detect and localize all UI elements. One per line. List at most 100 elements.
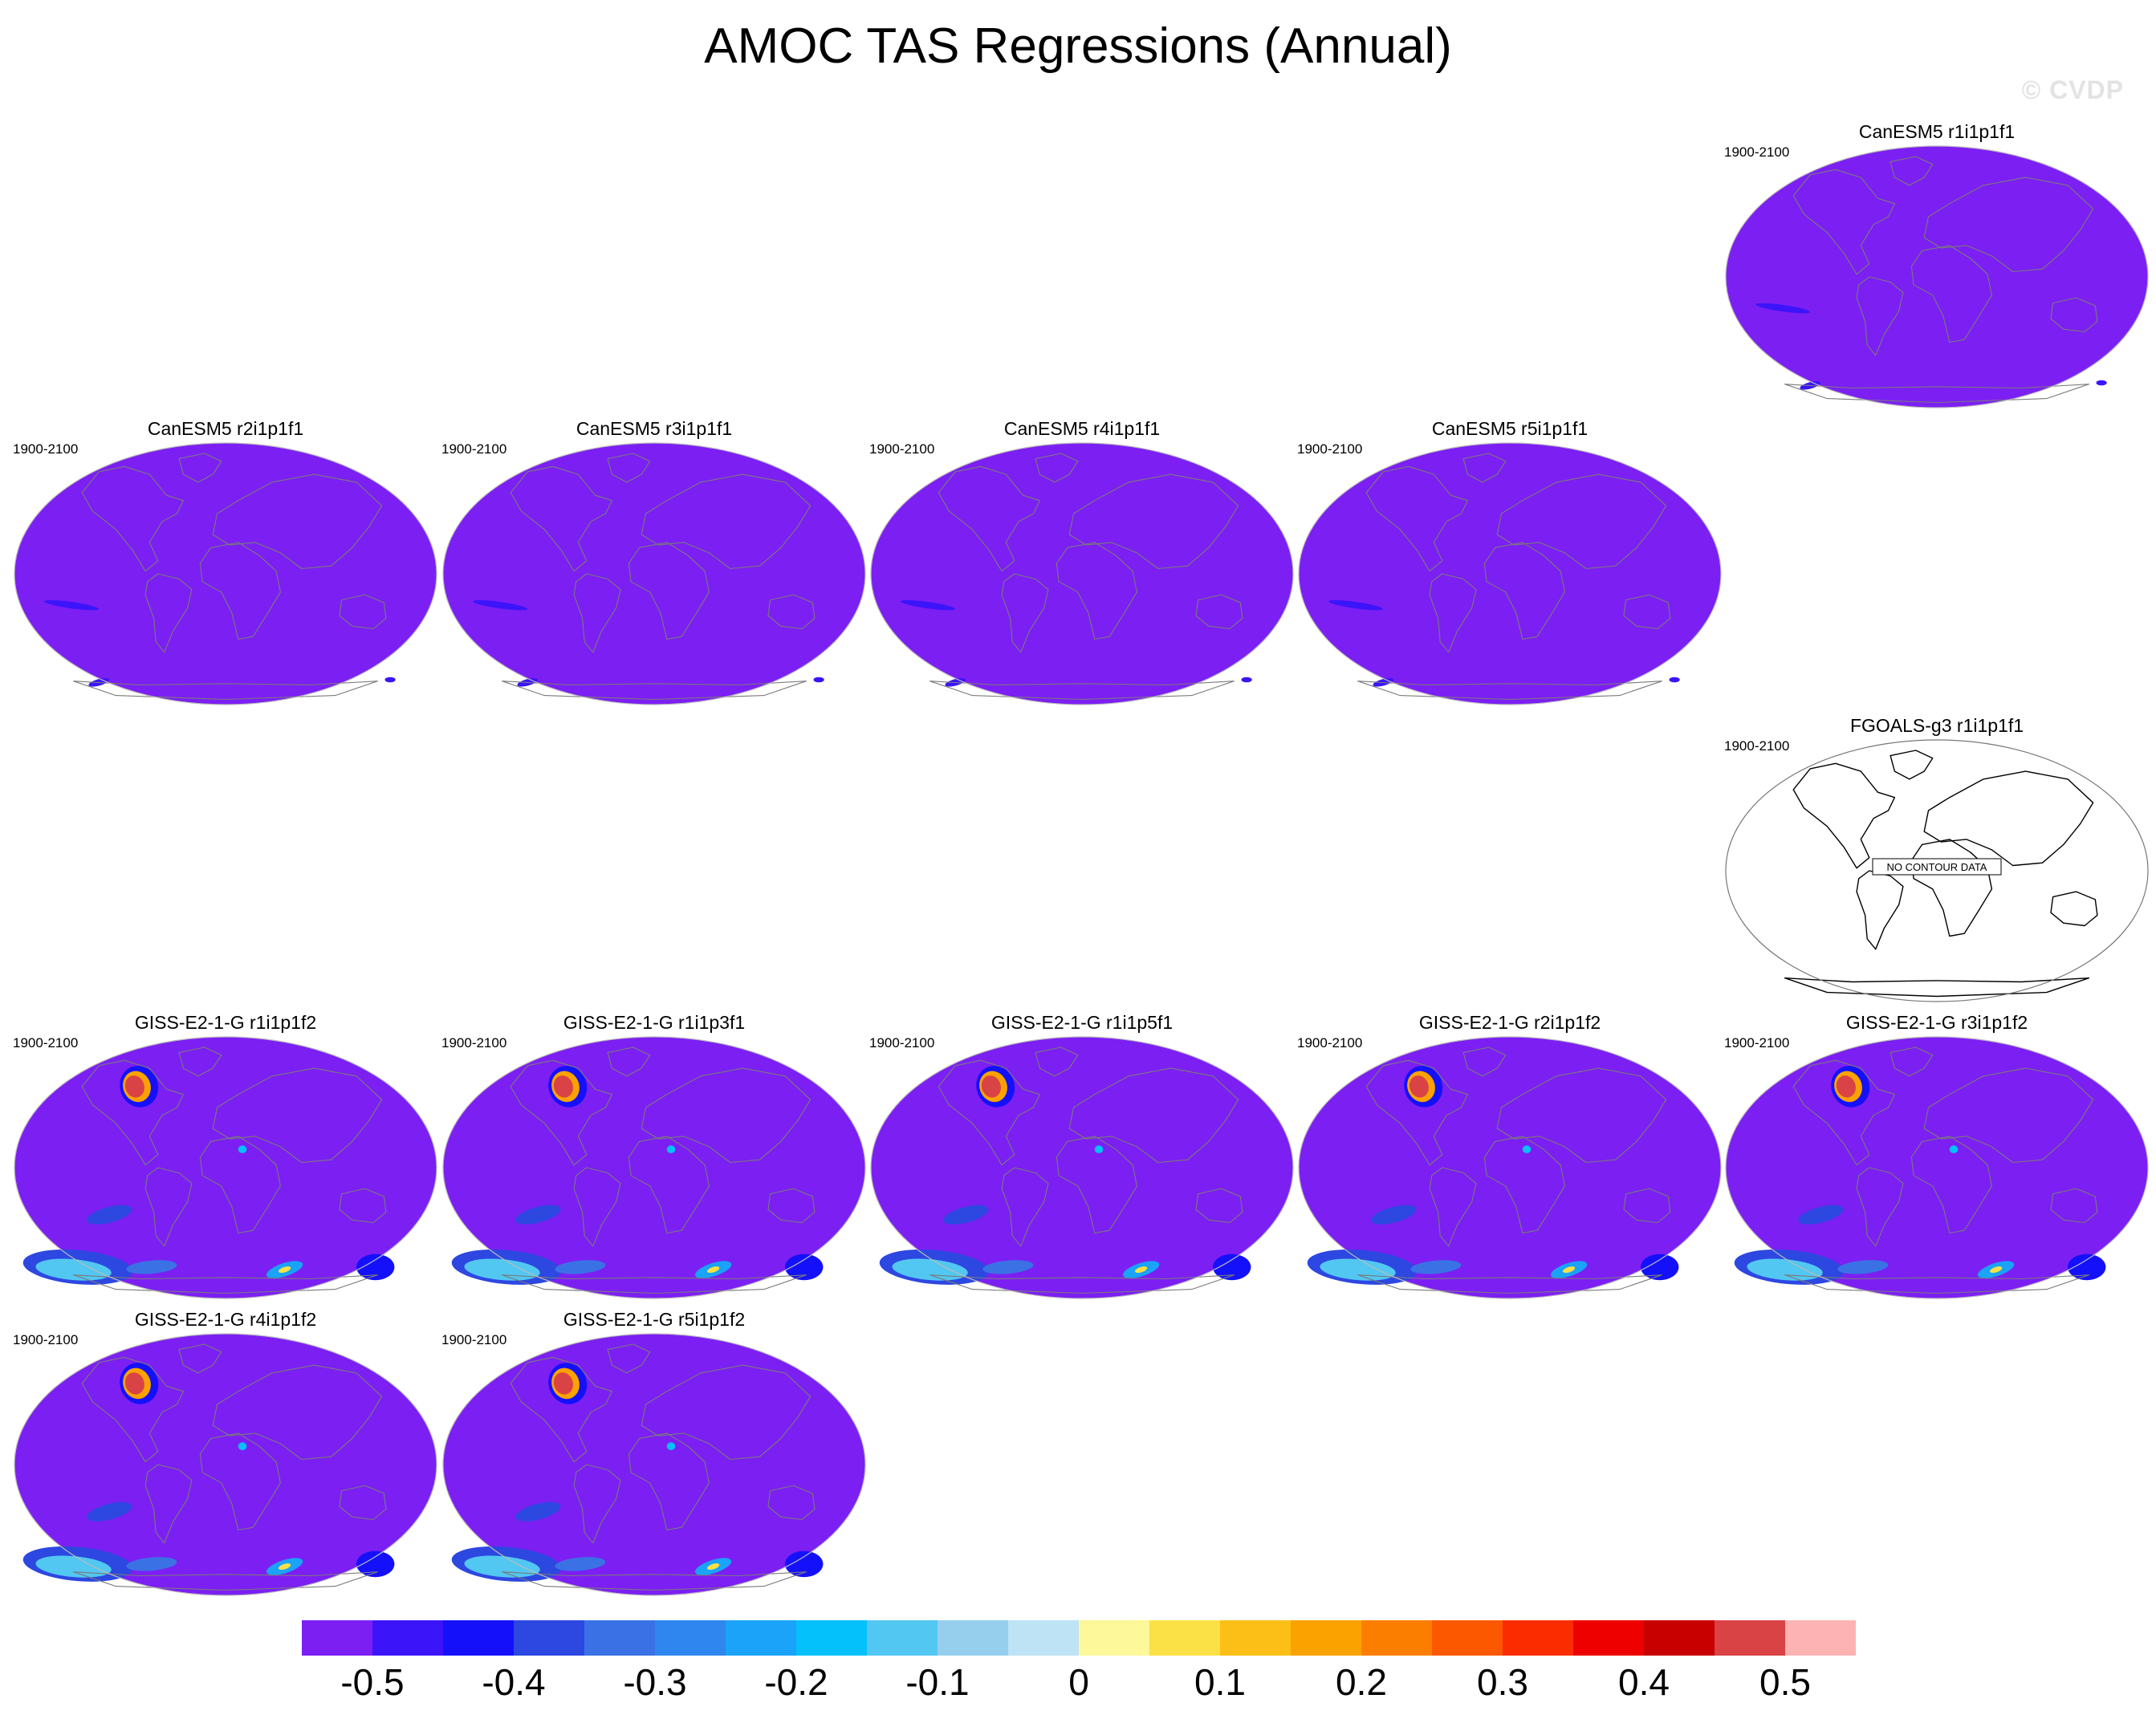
no-data-box	[1872, 858, 2002, 876]
map-panel: GISS-E2-1-G r1i1p5f1 1900-2100	[869, 1011, 1295, 1300]
contour-region	[126, 1557, 177, 1571]
contour-region	[1241, 677, 1252, 683]
map-plot	[870, 1036, 1294, 1299]
coastline	[628, 1432, 710, 1531]
panel-period: 1900-2100	[1297, 441, 1363, 457]
coastline	[1195, 1188, 1243, 1224]
coastline	[1056, 1136, 1137, 1234]
map-border	[14, 1333, 437, 1596]
contour-region	[555, 1260, 606, 1274]
contour-region	[785, 1550, 824, 1578]
map-border	[1725, 1036, 2149, 1299]
panel-title: CanESM5 r5i1p1f1	[1431, 418, 1589, 439]
contour-region	[707, 1563, 720, 1571]
map-border	[1725, 145, 2149, 408]
contour-region	[553, 1075, 573, 1098]
contour-region	[1755, 303, 1810, 314]
contour-region	[1213, 1254, 1251, 1281]
coastline	[1462, 1046, 1507, 1077]
contour-region	[982, 1260, 1034, 1274]
coastline	[81, 1356, 184, 1463]
map-background-fill	[1726, 146, 2148, 408]
panel-period: 1900-2100	[1724, 1035, 1790, 1050]
coastline	[1910, 1136, 1992, 1234]
contour-region	[356, 1254, 395, 1281]
coastline	[767, 594, 816, 630]
map-panel: FGOALS-g3 r1i1p1f1 1900-2100 NO CONTOUR …	[1724, 714, 2150, 1003]
panel-period: 1900-2100	[441, 1332, 507, 1347]
map-background-fill	[14, 1334, 437, 1595]
panel-period: 1900-2100	[1724, 738, 1790, 754]
colorbar-swatch	[1573, 1620, 1645, 1656]
colorbar-swatch	[1361, 1620, 1433, 1656]
no-contour-data-label: NO CONTOUR DATA	[1887, 861, 1987, 873]
contour-region	[124, 1075, 144, 1098]
panel-title: GISS-E2-1-G r1i1p3f1	[563, 1012, 746, 1033]
coastline	[339, 594, 387, 630]
coastline	[178, 1046, 222, 1077]
colorbar-swatch	[796, 1620, 868, 1656]
map-background-fill	[443, 1334, 865, 1595]
coastline	[573, 1464, 621, 1544]
contour-region	[1522, 1145, 1532, 1154]
colorbar-swatch	[584, 1620, 656, 1656]
coastline	[2050, 297, 2098, 333]
contour-region	[666, 1442, 676, 1451]
contour-region	[464, 1258, 540, 1281]
map-background-fill	[1299, 443, 1721, 705]
coastline	[641, 1364, 812, 1461]
contour-region	[785, 1254, 824, 1281]
map-border	[442, 1333, 866, 1596]
contour-region	[981, 1075, 1001, 1098]
coastline	[1496, 1067, 1667, 1164]
contour-region	[1320, 1258, 1396, 1281]
colorbar-swatch	[1220, 1620, 1292, 1656]
colorbar-swatch	[302, 1620, 373, 1656]
coastline	[1910, 245, 1992, 343]
colorbar-swatch	[1644, 1620, 1715, 1656]
coastline	[1856, 276, 1904, 356]
colorbar-tick-label: -0.1	[905, 1661, 970, 1703]
coastline	[938, 1059, 1040, 1166]
contour-region	[1410, 1260, 1462, 1274]
contour-region	[238, 1145, 247, 1154]
map-background-fill	[443, 443, 865, 705]
coastline	[1856, 1167, 1904, 1247]
colorbar-swatch	[1291, 1620, 1362, 1656]
panel-title: GISS-E2-1-G r3i1p1f2	[1845, 1012, 2028, 1033]
contour-region	[238, 1442, 247, 1451]
coastline	[628, 1136, 710, 1234]
coastline	[339, 1188, 387, 1224]
coastline	[1623, 1188, 1671, 1224]
colorbar-swatch	[1008, 1620, 1080, 1656]
contour-region	[1371, 1205, 1417, 1225]
panel-title: FGOALS-g3 r1i1p1f1	[1849, 715, 2024, 736]
coastline	[1923, 1067, 2094, 1164]
coastline	[1792, 1059, 1895, 1166]
panel-period: 1900-2100	[441, 441, 507, 457]
colorbar-tick-label: -0.5	[340, 1661, 405, 1703]
coastline	[212, 1364, 383, 1461]
contour-region	[901, 599, 955, 611]
coastline	[339, 1485, 387, 1521]
contour-region	[124, 1372, 144, 1395]
coastline	[1068, 473, 1239, 570]
coastline	[1365, 1059, 1468, 1166]
contour-region	[279, 1266, 291, 1274]
contour-region	[515, 1205, 561, 1225]
map-background-fill	[1299, 1037, 1721, 1298]
contour-region	[892, 1258, 968, 1281]
map-panel: CanESM5 r1i1p1f1 1900-2100	[1724, 120, 2150, 409]
contour-region	[1798, 1205, 1844, 1225]
contour-region	[464, 1555, 540, 1578]
panel-title: CanESM5 r3i1p1f1	[576, 418, 733, 439]
map-border	[442, 442, 866, 705]
panel-title: CanESM5 r4i1p1f1	[1003, 418, 1161, 439]
map-plot	[1298, 1036, 1722, 1299]
panel-period: 1900-2100	[13, 1035, 79, 1050]
coastline	[1923, 177, 2094, 273]
map-border	[870, 442, 1294, 705]
coastline	[199, 1136, 281, 1234]
map-plot	[1298, 442, 1722, 705]
coastline	[81, 465, 184, 572]
